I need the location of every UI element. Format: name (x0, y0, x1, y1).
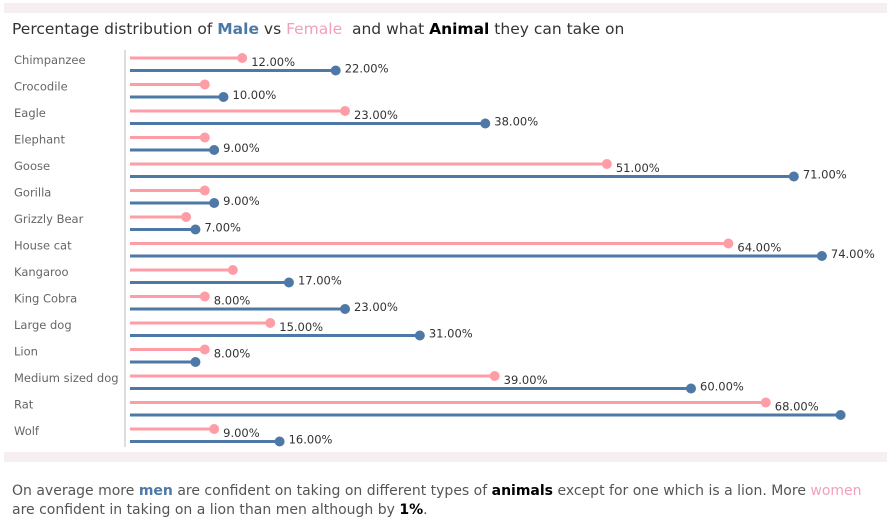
female-dot (199, 185, 210, 196)
female-dot (489, 371, 500, 381)
male-dot (190, 357, 201, 367)
title-male: Male (217, 20, 259, 38)
category-label: Goose (14, 159, 50, 173)
category-label: Large dog (14, 318, 72, 332)
bottom-divider (4, 452, 887, 462)
female-value-label: 9.00% (223, 426, 260, 440)
category-label: Eagle (14, 106, 46, 120)
lollipop-chart: Chimpanzee 12.00% 22.00% Crocodile 10.00% Eag… (14, 50, 875, 447)
female-dot (265, 318, 276, 328)
male-dot (190, 224, 201, 235)
male-value-label: 38.00% (494, 115, 538, 129)
male-value-label: 7.00% (204, 221, 241, 235)
female-value-label: 23.00% (354, 108, 398, 122)
chart-title: Percentage distribution of Male vs Femal… (12, 20, 625, 38)
top-divider (4, 3, 887, 13)
male-dot (414, 330, 425, 341)
male-value-label: 71.00% (803, 168, 847, 182)
male-dot (274, 436, 285, 447)
male-value-label: 23.00% (354, 300, 398, 314)
category-label: Grizzly Bear (14, 212, 84, 226)
female-dot (227, 265, 238, 275)
male-dot (330, 65, 341, 76)
female-dot (723, 238, 734, 249)
category-label: King Cobra (14, 292, 77, 306)
male-value-label: 17.00% (298, 274, 342, 288)
male-dot (218, 92, 229, 102)
female-value-label: 68.00% (775, 400, 819, 414)
female-value-label: 51.00% (616, 161, 660, 175)
male-dot (816, 251, 827, 261)
female-dot (199, 132, 210, 143)
summary-note: On average more men are confident on tak… (12, 483, 862, 518)
female-dot (340, 106, 351, 116)
female-value-label: 8.00% (214, 347, 251, 361)
title-female: Female (286, 20, 343, 38)
male-value-label: 60.00% (700, 380, 744, 394)
category-label: Elephant (14, 133, 65, 147)
male-value-label: 22.00% (345, 62, 389, 76)
female-dot (601, 159, 612, 169)
category-label: Kangaroo (14, 265, 69, 279)
category-label: Wolf (14, 424, 40, 438)
female-dot (199, 79, 210, 90)
category-label: Crocodile (14, 80, 68, 94)
category-label: Gorilla (14, 186, 51, 200)
category-label: Medium sized dog (14, 371, 119, 385)
category-label: Lion (14, 345, 38, 359)
female-value-label: 64.00% (737, 241, 781, 255)
male-dot (480, 118, 491, 129)
male-value-label: 9.00% (223, 141, 260, 155)
male-value-label: 10.00% (233, 88, 277, 102)
male-value-label: 31.00% (429, 327, 473, 341)
female-value-label: 8.00% (214, 294, 251, 308)
male-value-label: 74.00% (831, 247, 875, 261)
male-dot (209, 198, 220, 208)
female-dot (209, 424, 220, 434)
female-value-label: 12.00% (251, 55, 295, 69)
female-dot (199, 344, 210, 355)
male-dot (835, 410, 846, 420)
female-dot (237, 53, 248, 63)
male-dot (788, 171, 799, 182)
male-dot (686, 383, 696, 394)
male-value-label: 9.00% (223, 194, 260, 208)
female-dot (199, 291, 210, 302)
female-value-label: 15.00% (279, 320, 323, 334)
female-value-label: 39.00% (504, 373, 548, 387)
male-value-label: 16.00% (289, 433, 333, 447)
category-label: Chimpanzee (14, 53, 86, 67)
male-dot (209, 145, 220, 155)
female-dot (181, 212, 192, 222)
male-dot (283, 277, 294, 288)
female-dot (760, 397, 771, 408)
category-label: House cat (14, 239, 72, 253)
category-label: Rat (14, 398, 34, 412)
male-dot (340, 304, 351, 314)
